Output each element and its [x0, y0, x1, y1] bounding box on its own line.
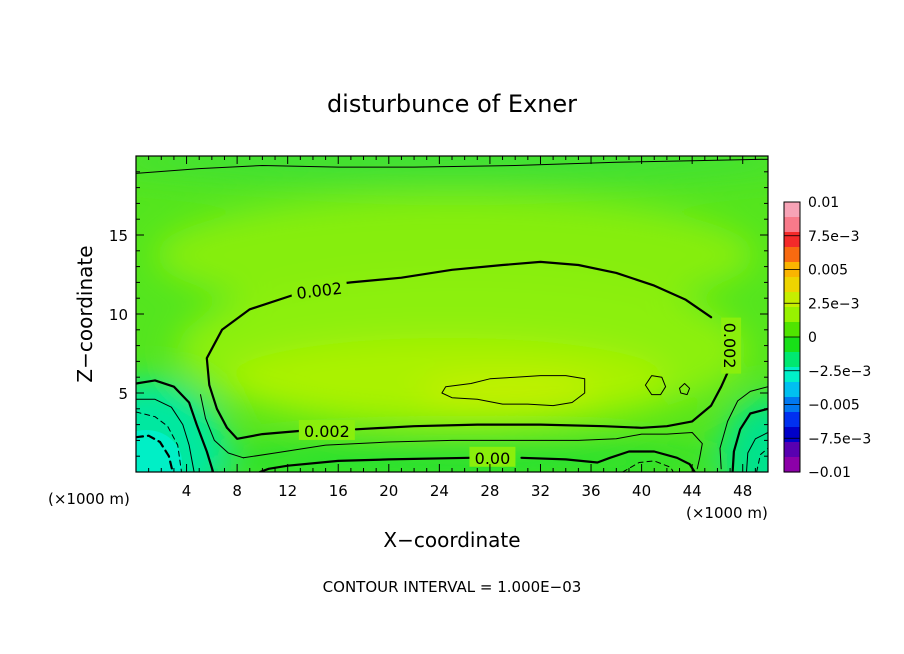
contour-line: [719, 386, 768, 470]
contour-line: [136, 434, 174, 472]
contour-label: 0.002: [298, 419, 355, 441]
colorbar-swatch: [784, 277, 800, 293]
contour-label-text: 0.002: [304, 422, 350, 441]
contour-line: [205, 292, 302, 440]
contour-label-text: 0.00: [475, 449, 511, 468]
colorbar-swatch: [784, 217, 800, 233]
field-top-band: [136, 156, 768, 184]
contour-line: [644, 375, 667, 396]
contour-line: [136, 379, 215, 472]
x-tick-label: 44: [683, 482, 702, 500]
contour-line: [756, 447, 768, 472]
x-tick-label: 28: [480, 482, 499, 500]
colorbar: 0.01 7.5e−3 0.005 2.5e−3 0 −2.5e−3 −0.005 −7.5e…: [783, 195, 871, 481]
plot-area: 0.002 0.002 0.00 0.002: [136, 156, 768, 472]
x-tick-label: 32: [531, 482, 550, 500]
colorbar-swatch: [784, 427, 800, 443]
colorbar-swatch: [784, 307, 800, 323]
contour-line: [679, 383, 691, 396]
colorbar-swatch: [784, 382, 800, 398]
x-tick-label: 20: [379, 482, 398, 500]
contour-label-bg: [290, 275, 349, 303]
contour-label-bg: [298, 419, 355, 440]
colorbar-label: 0: [808, 330, 817, 346]
contour-interval-footer: CONTOUR INTERVAL = 1.000E−03: [323, 578, 582, 596]
colorbar-swatch: [784, 202, 800, 218]
y-tick-label: 5: [118, 385, 128, 403]
contour-line: [200, 394, 244, 459]
colorbar-swatch: [784, 337, 800, 353]
field-peak-region: [418, 378, 598, 406]
colorbar-label: −0.005: [808, 398, 860, 414]
field-core-region: [228, 338, 668, 418]
contour-label-bg: [469, 446, 516, 467]
x-unit-left: (×1000 m): [48, 490, 130, 508]
contour-line: [136, 158, 768, 174]
colorbar-swatch: [784, 247, 800, 263]
x-tick-label: 8: [232, 482, 242, 500]
chart-title: disturbunce of Exner: [327, 90, 577, 118]
contour-line: [746, 432, 768, 472]
colorbar-swatch: [784, 322, 800, 338]
colorbar-label: 0.005: [808, 263, 848, 279]
colorbar-swatch: [784, 367, 800, 383]
y-ticks: 5 10 15: [109, 171, 768, 457]
colorbar-swatch: [784, 292, 800, 308]
x-ticks: 4 8 12 16 20 24 28 32 36 40 44 48: [148, 156, 756, 500]
x-tick-label: 12: [278, 482, 297, 500]
contour-line: [258, 456, 471, 472]
contour-line: [441, 375, 586, 407]
colorbar-label: 7.5e−3: [808, 229, 860, 245]
y-tick-label: 10: [109, 306, 128, 324]
contour-line: [136, 411, 182, 472]
contour-line: [731, 407, 768, 472]
contour-line: [622, 460, 674, 472]
colorbar-label: −0.01: [808, 465, 851, 481]
x-unit-right: (×1000 m): [686, 504, 768, 522]
contour-line: [242, 432, 703, 470]
colorbar-swatch: [784, 232, 800, 248]
x-tick-label: 40: [632, 482, 651, 500]
contour-label: 0.00: [469, 446, 516, 468]
contour-labels: 0.002 0.002 0.00 0.002: [290, 275, 742, 468]
colorbar-label: −7.5e−3: [808, 431, 871, 447]
colorbar-label: 0.01: [808, 195, 839, 211]
contour-line: [520, 450, 696, 472]
contour-line: [136, 398, 195, 472]
contour-label-text: 0.002: [720, 323, 739, 369]
contour-label: 0.002: [720, 317, 742, 374]
contour-label: 0.002: [290, 275, 349, 303]
x-axis-label: X−coordinate: [383, 528, 520, 552]
colorbar-label: −2.5e−3: [808, 364, 871, 380]
colorbar-swatch: [784, 352, 800, 368]
x-tick-label: 16: [329, 482, 348, 500]
y-tick-label: 15: [109, 227, 128, 245]
colorbar-swatch: [784, 457, 800, 473]
x-tick-label: 36: [581, 482, 600, 500]
colorbar-swatch: [784, 412, 800, 428]
y-axis-label: Z−coordinate: [73, 245, 97, 382]
x-tick-label: 24: [430, 482, 449, 500]
field-bottom-band: [170, 444, 730, 472]
x-tick-label: 4: [182, 482, 192, 500]
contour-line: [354, 371, 729, 431]
x-tick-label: 48: [733, 482, 752, 500]
colorbar-swatch: [784, 442, 800, 458]
colorbar-label: 2.5e−3: [808, 296, 860, 312]
contour-label-bg: [721, 317, 742, 374]
